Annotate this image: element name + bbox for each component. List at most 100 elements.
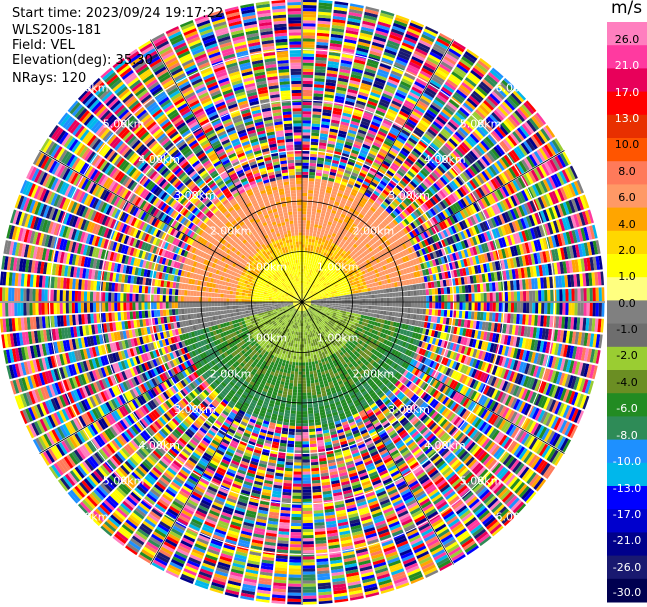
velocity-gate [324, 161, 332, 166]
velocity-gate [447, 294, 451, 302]
velocity-gate [365, 298, 369, 302]
velocity-gate [595, 287, 599, 301]
velocity-gate [328, 51, 341, 57]
velocity-gate [348, 14, 362, 21]
velocity-gate [380, 306, 384, 311]
velocity-gate [328, 304, 333, 307]
velocity-gate [382, 310, 387, 315]
velocity-gate [323, 164, 331, 169]
velocity-gate [352, 310, 356, 314]
velocity-gate [354, 56, 367, 62]
velocity-gate [340, 293, 344, 296]
velocity-gate [323, 97, 334, 102]
velocity-gate [302, 147, 310, 151]
velocity-gate [580, 288, 584, 302]
velocity-gate [360, 314, 365, 319]
velocity-gate [376, 289, 381, 294]
velocity-gate [346, 309, 350, 312]
velocity-gate [316, 41, 329, 46]
velocity-gate [337, 77, 349, 83]
velocity-gate [318, 237, 323, 242]
velocity-gate [334, 294, 338, 297]
velocity-gate [335, 303, 339, 306]
velocity-gate [330, 193, 337, 199]
velocity-gate [351, 71, 363, 77]
velocity-gate [535, 302, 539, 314]
velocity-gate [308, 184, 314, 188]
velocity-gate [318, 0, 333, 4]
velocity-gate [441, 295, 445, 302]
velocity-gate [434, 288, 439, 295]
velocity-gate [329, 131, 338, 136]
velocity-gate [302, 105, 312, 109]
velocity-gate [329, 298, 333, 301]
velocity-gate [329, 199, 335, 204]
velocity-gate [345, 311, 350, 315]
velocity-gate [330, 39, 343, 45]
velocity-gate [344, 299, 348, 302]
velocity-gate [357, 286, 362, 290]
velocity-gate [342, 112, 352, 118]
velocity-gate [310, 266, 314, 271]
velocity-gate [321, 225, 327, 230]
velocity-gate [302, 32, 316, 36]
velocity-gate [302, 205, 307, 209]
velocity-gate [353, 296, 357, 300]
velocity-gate [314, 184, 321, 189]
velocity-gate [426, 295, 430, 302]
velocity-gate [325, 192, 331, 197]
velocity-gate [305, 232, 310, 236]
velocity-gate [326, 70, 338, 75]
velocity-gate [367, 287, 371, 292]
velocity-gate [407, 307, 411, 314]
velocity-gate [340, 295, 345, 298]
velocity-gate [550, 289, 554, 302]
velocity-gate [315, 56, 327, 61]
velocity-gate [495, 302, 499, 312]
velocity-gate [342, 47, 355, 53]
velocity-gate [302, 17, 316, 21]
velocity-gate [507, 302, 512, 313]
velocity-gate [480, 293, 484, 302]
velocity-gate [310, 141, 319, 146]
velocity-gate [359, 32, 373, 39]
velocity-gate [343, 295, 348, 298]
velocity-gate [302, 220, 306, 224]
velocity-gate [313, 193, 319, 198]
velocity-gate [323, 303, 327, 305]
velocity-gate [305, 241, 309, 245]
velocity-gate [315, 50, 328, 55]
velocity-gate [447, 302, 451, 310]
velocity-gate [386, 293, 390, 298]
velocity-gate [302, 293, 304, 297]
velocity-gate [350, 299, 354, 302]
velocity-gate [519, 291, 524, 302]
velocity-gate [368, 302, 372, 306]
velocity-gate [344, 297, 348, 300]
velocity-gate [306, 259, 309, 264]
velocity-gate [538, 302, 542, 314]
velocity-gate [302, 65, 314, 69]
velocity-gate [326, 303, 330, 305]
velocity-gate [325, 304, 330, 307]
velocity-gate [302, 259, 305, 263]
velocity-gate [341, 56, 353, 62]
velocity-gate [356, 296, 360, 299]
velocity-gate [304, 250, 308, 254]
velocity-gate [360, 26, 374, 33]
velocity-gate [327, 143, 335, 148]
velocity-gate [388, 288, 393, 293]
velocity-gate [510, 302, 515, 313]
velocity-gate [309, 254, 312, 258]
velocity-gate [302, 108, 312, 112]
velocity-gate [312, 111, 322, 116]
velocity-gate [358, 35, 372, 42]
velocity-gate [455, 286, 460, 294]
velocity-gate [306, 269, 309, 273]
velocity-gate [547, 302, 551, 315]
velocity-gate [335, 142, 344, 147]
velocity-gate [498, 302, 502, 312]
velocity-gate [309, 168, 316, 173]
velocity-gate [321, 115, 331, 120]
velocity-gate [319, 234, 324, 239]
